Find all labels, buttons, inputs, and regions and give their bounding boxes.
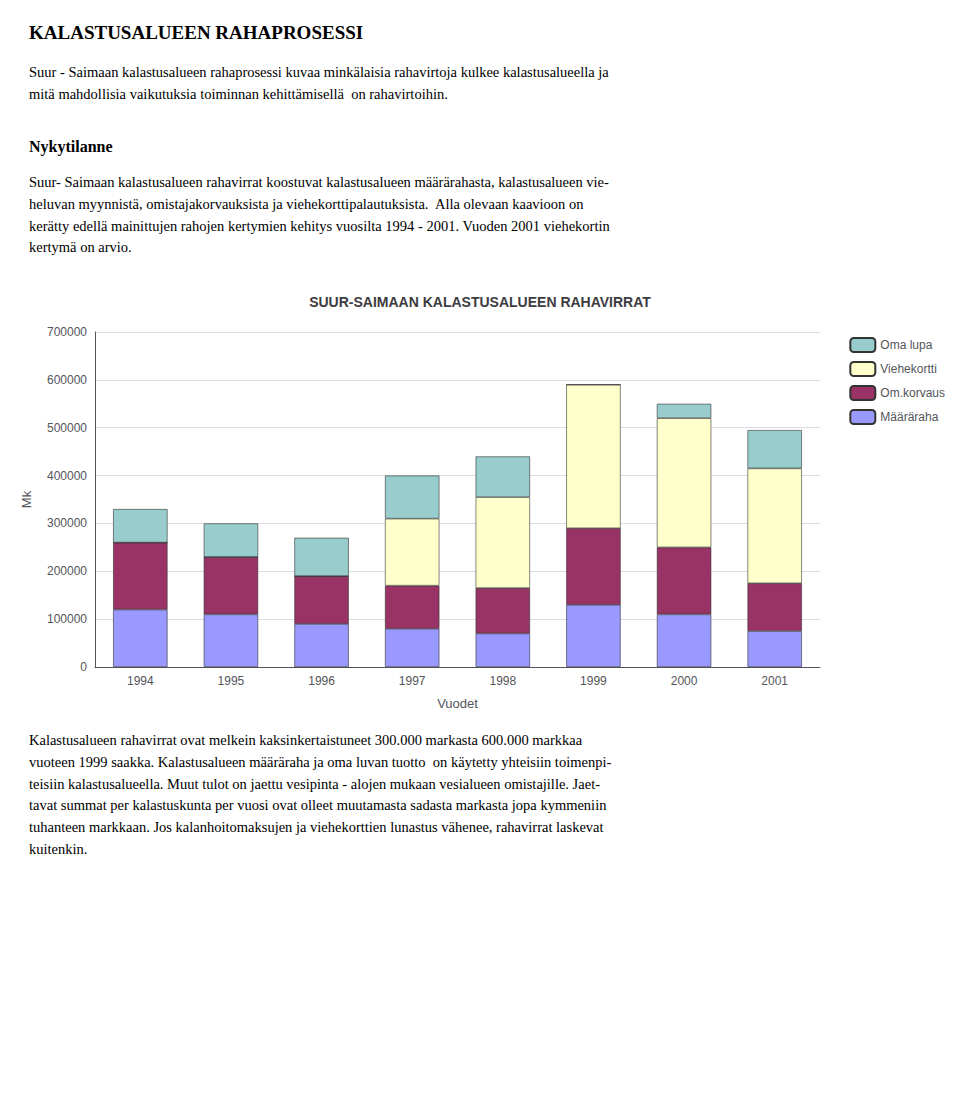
html-text:Nykytilanne: Nykytilanne <box>29 138 113 155</box>
svg-text:600000: 600000 <box>47 373 87 387</box>
svg-text:0: 0 <box>80 660 87 674</box>
html-text:Suur - Saimaan kalastusalueen: Suur - Saimaan kalastusalueen rahaproses… <box>29 64 609 102</box>
svg-text:2001: 2001 <box>761 674 788 688</box>
svg-text:1995: 1995 <box>218 674 245 688</box>
svg-text:100000: 100000 <box>47 612 87 626</box>
svg-text:SUUR-SAIMAAN KALASTUSALUEEN RA: SUUR-SAIMAAN KALASTUSALUEEN RAHAVIRRAT <box>309 294 651 310</box>
svg-text:Mk: Mk <box>19 490 34 508</box>
svg-text:200000: 200000 <box>47 564 87 578</box>
svg-text:Viehekortti: Viehekortti <box>880 362 936 376</box>
svg-text:1994: 1994 <box>127 674 154 688</box>
svg-text:2000: 2000 <box>671 674 698 688</box>
svg-text:1997: 1997 <box>399 674 426 688</box>
svg-text:Määräraha: Määräraha <box>880 410 938 424</box>
svg-text:1996: 1996 <box>308 674 335 688</box>
svg-text:1998: 1998 <box>489 674 516 688</box>
svg-text:500000: 500000 <box>47 421 87 435</box>
svg-text:700000: 700000 <box>47 325 87 339</box>
svg-text:Oma lupa: Oma lupa <box>880 338 932 352</box>
svg-text:Om.korvaus: Om.korvaus <box>880 386 945 400</box>
svg-text:Vuodet: Vuodet <box>437 696 478 711</box>
html-text:Suur- Saimaan kalastusalueen r: Suur- Saimaan kalastusalueen rahavirrat … <box>29 174 610 256</box>
html-text:Kalastusalueen rahavirrat ovat: Kalastusalueen rahavirrat ovat melkein k… <box>29 732 612 857</box>
svg-text:400000: 400000 <box>47 469 87 483</box>
svg-text:1999: 1999 <box>580 674 607 688</box>
svg-text:300000: 300000 <box>47 516 87 530</box>
html-text:KALASTUSALUEEN RAHAPROSESSI: KALASTUSALUEEN RAHAPROSESSI <box>29 22 364 43</box>
